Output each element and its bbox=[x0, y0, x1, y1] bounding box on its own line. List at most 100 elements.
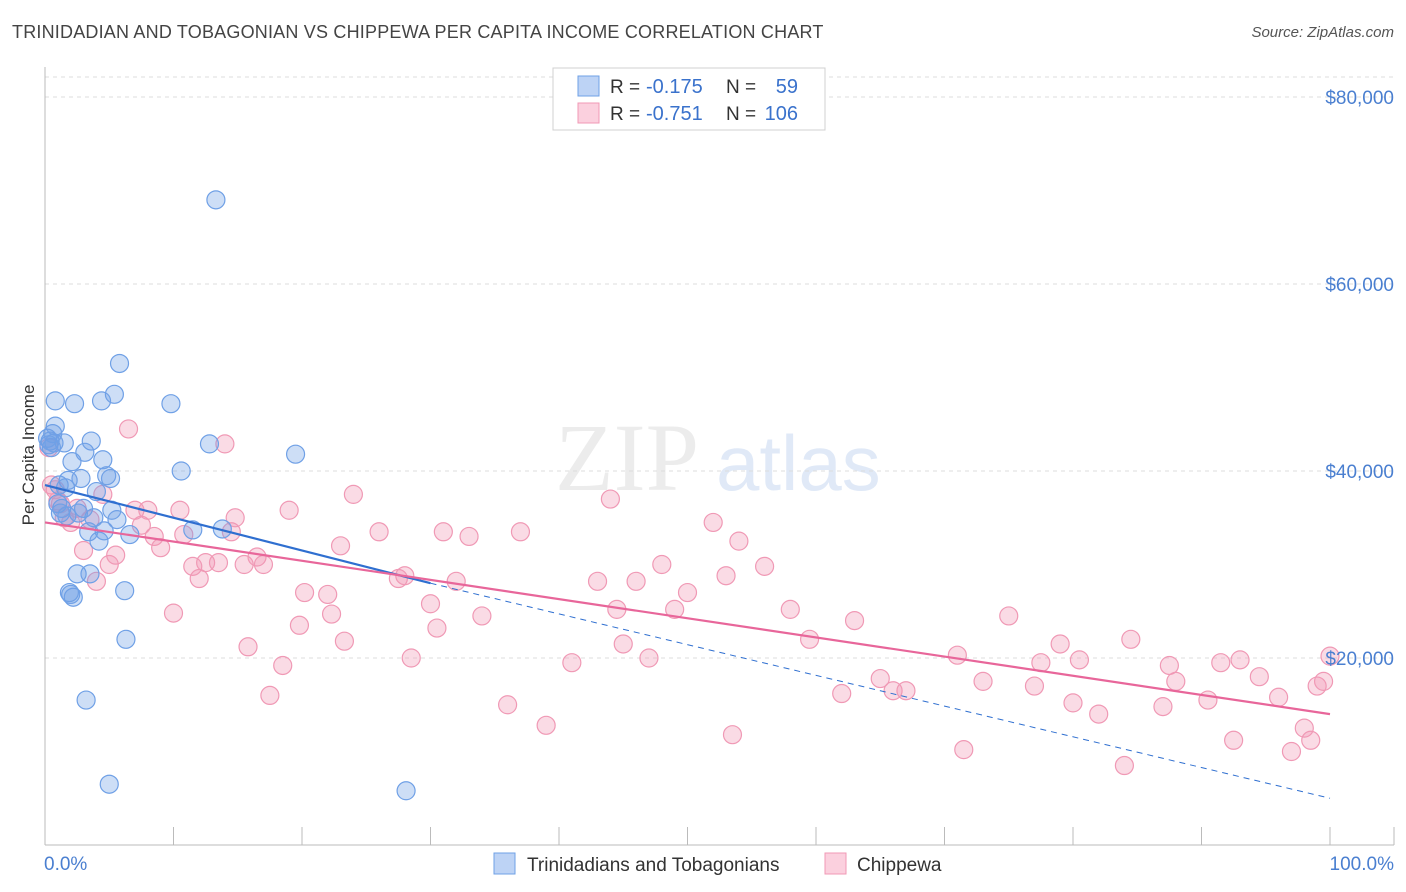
chippewa-point bbox=[330, 536, 351, 556]
chippewa-point bbox=[600, 489, 621, 509]
trinidadian-point bbox=[100, 468, 121, 489]
trinidadian-point bbox=[206, 190, 226, 210]
chippewa-point bbox=[1114, 755, 1135, 776]
chippewa-point bbox=[896, 681, 916, 701]
bottom-legend-swatch-pink bbox=[824, 852, 847, 875]
chippewa-point bbox=[163, 603, 184, 623]
watermark-zip: ZIP bbox=[555, 404, 699, 511]
legend-r-label-2: R = bbox=[610, 104, 640, 125]
legend-r-label-1: R = bbox=[610, 77, 640, 98]
trinidadian-point bbox=[396, 781, 416, 801]
chippewa-point bbox=[587, 571, 608, 591]
chippewa-point bbox=[225, 508, 245, 528]
chippewa-point bbox=[273, 655, 293, 676]
chippewa-point bbox=[446, 571, 466, 591]
chippewa-point bbox=[343, 484, 363, 504]
watermark: ZIP atlas bbox=[555, 404, 881, 511]
chippewa-point bbox=[289, 615, 310, 635]
trinidadian-point bbox=[93, 450, 113, 470]
chippewa-point bbox=[73, 540, 94, 561]
chippewa-point bbox=[626, 571, 646, 591]
chippewa-point bbox=[652, 554, 672, 575]
chippewa-point bbox=[318, 584, 338, 605]
trinidadian-point bbox=[84, 508, 104, 528]
chippewa-point bbox=[253, 554, 274, 575]
legend-n-label-2: N = bbox=[726, 104, 756, 125]
legend-r-value-2: -0.751 bbox=[646, 103, 703, 125]
chippewa-point bbox=[260, 685, 280, 706]
chippewa-point bbox=[401, 648, 421, 668]
chippewa-point bbox=[799, 629, 820, 649]
x-tick-label-max: 100.0% bbox=[1330, 854, 1395, 875]
trinidadian-point bbox=[115, 581, 135, 601]
chippewa-point bbox=[99, 554, 119, 575]
chippewa-point bbox=[639, 648, 659, 668]
legend-swatch-pink bbox=[577, 102, 600, 124]
chippewa-point bbox=[215, 434, 235, 454]
trend-lines bbox=[44, 483, 1331, 799]
x-tick-label-min: 0.0% bbox=[44, 854, 87, 875]
chippewa-point bbox=[677, 582, 698, 603]
chippewa-point bbox=[729, 531, 749, 551]
chippewa-point bbox=[208, 553, 229, 573]
bottom-legend-label-2: Chippewa bbox=[857, 855, 942, 876]
chippewa-point bbox=[1121, 629, 1141, 649]
chippewa-point bbox=[954, 740, 974, 760]
trinidadian-point bbox=[61, 584, 81, 605]
trinidadian-trend-line bbox=[44, 483, 431, 585]
chippewa-point bbox=[1166, 671, 1186, 691]
trinidadian-point bbox=[80, 564, 100, 584]
watermark-atlas: atlas bbox=[716, 419, 881, 507]
trinidadian-point bbox=[161, 394, 181, 414]
trinidadian-point bbox=[285, 444, 306, 464]
chippewa-point bbox=[498, 695, 518, 715]
chippewa-point bbox=[1224, 730, 1244, 750]
trinidadian-point bbox=[62, 452, 82, 472]
chippewa-point bbox=[369, 522, 389, 542]
trinidadian-point bbox=[54, 433, 74, 453]
bottom-legend-label-1: Trinidadians and Tobagonians bbox=[527, 855, 779, 876]
series-legend: Trinidadians and Tobagonians Chippewa bbox=[493, 852, 942, 876]
legend-n-label-1: N = bbox=[726, 77, 756, 98]
trinidadian-point bbox=[171, 461, 191, 481]
chippewa-point bbox=[510, 522, 531, 542]
trinidadian-point bbox=[76, 690, 96, 710]
source-label: Source: ZipAtlas.com bbox=[1251, 24, 1394, 41]
legend-swatch-blue bbox=[577, 75, 600, 97]
chippewa-point bbox=[420, 594, 441, 614]
chippewa-point bbox=[1294, 718, 1314, 738]
y-tick-label-80000: $80,000 bbox=[1325, 88, 1394, 109]
chippewa-point bbox=[613, 634, 633, 654]
chippewa-point bbox=[947, 645, 967, 665]
chippewa-point bbox=[754, 556, 775, 576]
trinidadian-point bbox=[44, 433, 64, 453]
legend-n-value-2: 106 bbox=[765, 103, 798, 125]
trinidadian-point bbox=[45, 391, 65, 411]
trinidadian-point bbox=[109, 353, 130, 374]
trinidadian-point bbox=[183, 520, 203, 540]
y-tick-label-20000: $20,000 bbox=[1325, 649, 1394, 670]
chippewa-point bbox=[1230, 650, 1250, 670]
chippewa-point bbox=[999, 606, 1019, 626]
chippewa-point bbox=[1089, 704, 1109, 724]
legend-n-value-1: 59 bbox=[776, 76, 798, 98]
y-axis-title: Per Capita Income bbox=[19, 385, 38, 526]
chippewa-point bbox=[334, 631, 355, 651]
chippewa-point bbox=[321, 604, 342, 624]
chippewa-point bbox=[294, 582, 315, 603]
trinidadian-point bbox=[89, 531, 109, 551]
chippewa-point bbox=[1301, 730, 1321, 750]
trinidadian-point bbox=[116, 629, 136, 649]
chippewa-trend-line bbox=[44, 521, 1331, 716]
chippewa-point bbox=[1069, 650, 1090, 670]
trinidadian-points bbox=[37, 190, 416, 801]
y-tick-label-60000: $60,000 bbox=[1325, 275, 1394, 296]
chippewa-point bbox=[183, 556, 203, 576]
chippewa-point bbox=[780, 599, 800, 619]
chippewa-point bbox=[1211, 653, 1231, 673]
trinidadian-point bbox=[199, 434, 220, 454]
chippewa-point bbox=[973, 671, 993, 691]
chippewa-point bbox=[279, 500, 299, 520]
chippewa-point bbox=[472, 606, 492, 626]
